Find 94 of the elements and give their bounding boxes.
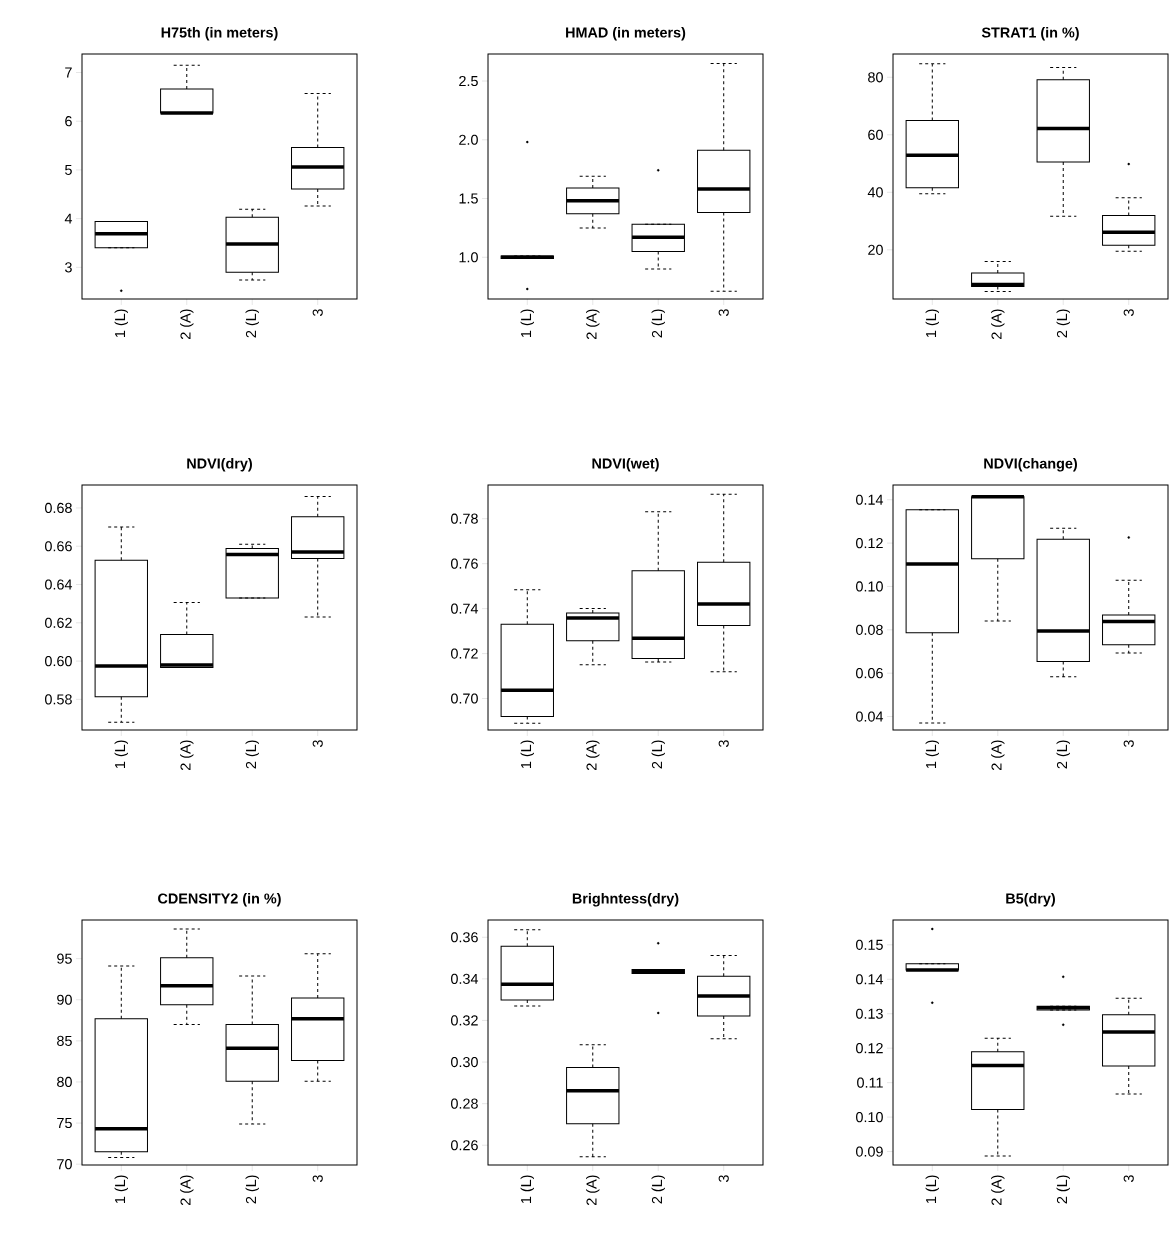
y-tick-label: 0.62 [45,617,72,628]
y-tick-label: 7 [65,67,72,78]
x-tick-label: 2 (L) [1056,740,1070,769]
chart-title: H75th (in meters) [161,27,278,41]
y-tick-label: 0.15 [856,939,883,950]
chart-title: NDVI(dry) [187,458,252,472]
chart-title: Brighntess(dry) [572,892,679,907]
x-tick-label: 1 (L) [520,309,534,338]
y-tick-label: 0.66 [45,541,72,552]
chart-title: HMAD (in meters) [566,27,686,41]
chart-title: STRAT1 (in %) [981,27,1079,41]
y-tick-label: 70 [57,1159,72,1170]
y-tick-label: 80 [868,72,883,83]
x-tick-label: 3 [718,1175,729,1182]
x-tick-label: 2 (L) [1056,309,1070,338]
x-tick-label: 1 (L) [925,309,939,338]
x-tick-label: 2 (A) [991,740,1005,771]
y-tick-label: 1.5 [459,193,478,204]
y-tick-label: 0.13 [856,1008,883,1019]
x-tick-label: 2 (A) [180,309,194,340]
y-tick-label: 0.14 [856,494,884,505]
y-tick-label: 6 [65,116,72,127]
y-tick-label: 0.58 [45,694,72,705]
y-tick-label: 0.34 [451,973,479,984]
chart-title: NDVI(change) [984,457,1077,472]
y-tick-label: 0.06 [856,668,883,679]
x-tick-label: 2 (A) [586,1175,600,1206]
y-tick-label: 60 [868,129,883,140]
y-tick-label: 0.11 [857,1077,883,1088]
y-tick-label: 75 [57,1118,72,1129]
y-tick-label: 2.0 [459,134,478,145]
y-tick-label: 85 [57,1035,72,1046]
x-tick-label: 2 (L) [651,309,665,338]
x-tick-label: 2 (A) [586,309,600,340]
y-tick-label: 0.74 [451,603,479,614]
x-tick-label: 1 (L) [925,740,939,769]
y-tick-label: 0.10 [856,1112,883,1123]
x-tick-label: 2 (L) [245,1175,259,1204]
x-tick-label: 2 (L) [651,740,665,769]
y-tick-label: 40 [867,187,883,198]
y-tick-label: 95 [57,953,72,964]
x-tick-label: 3 [718,740,729,747]
x-tick-label: 2 (L) [245,740,259,769]
y-tick-label: 0.76 [451,558,478,569]
x-tick-label: 2 (A) [180,1175,194,1206]
y-tick-label: 0.64 [45,579,73,590]
x-tick-label: 1 (L) [520,740,534,769]
x-tick-label: 3 [1123,740,1134,747]
x-tick-label: 2 (L) [245,309,259,338]
x-tick-label: 1 (L) [114,309,128,338]
y-tick-label: 20 [868,244,883,255]
y-tick-label: 0.30 [451,1056,478,1068]
chart-title: NDVI(wet) [592,458,659,472]
y-tick-label: 0.28 [451,1098,478,1109]
y-tick-label: 0.12 [856,538,883,549]
y-tick-label: 0.04 [856,711,884,722]
x-tick-label: 3 [312,1175,323,1182]
x-tick-label: 3 [1123,309,1134,316]
x-tick-label: 3 [312,309,323,316]
x-tick-label: 3 [718,309,729,316]
y-tick-label: 0.36 [451,932,478,943]
y-tick-label: 0.32 [451,1015,478,1026]
chart-title: B5(dry) [1006,893,1055,907]
y-tick-label: 5 [65,164,72,175]
y-tick-label: 0.72 [451,648,478,659]
x-tick-label: 1 (L) [520,1175,534,1204]
y-tick-label: 0.14 [856,974,884,985]
y-tick-label: 90 [57,994,72,1005]
chart-title: CDENSITY2 (in %) [158,893,281,907]
y-tick-label: 2.5 [459,75,478,87]
y-tick-label: 0.10 [856,581,883,592]
x-tick-label: 3 [312,740,323,747]
y-tick-label: 1.0 [459,252,478,263]
x-tick-label: 1 (L) [114,1175,128,1204]
y-tick-label: 0.68 [45,502,72,514]
y-tick-label: 0.26 [451,1140,478,1151]
x-tick-label: 2 (A) [991,309,1005,339]
y-tick-label: 0.08 [856,624,883,635]
x-tick-label: 1 (L) [925,1175,939,1204]
y-tick-label: 0.60 [45,655,72,667]
y-tick-label: 80 [57,1076,72,1088]
y-tick-label: 3 [65,262,72,273]
y-tick-label: 0.09 [856,1146,883,1157]
y-tick-label: 0.12 [856,1043,883,1054]
y-tick-label: 0.70 [451,693,478,704]
x-tick-label: 2 (A) [180,740,194,771]
x-tick-label: 2 (L) [651,1175,665,1204]
x-tick-label: 3 [1123,1175,1134,1182]
x-tick-label: 1 (L) [114,740,128,769]
y-tick-label: 4 [64,213,73,224]
x-tick-label: 2 (L) [1056,1175,1070,1204]
x-tick-label: 2 (A) [586,740,600,771]
x-tick-label: 2 (A) [991,1175,1005,1206]
y-tick-label: 0.78 [451,513,478,524]
